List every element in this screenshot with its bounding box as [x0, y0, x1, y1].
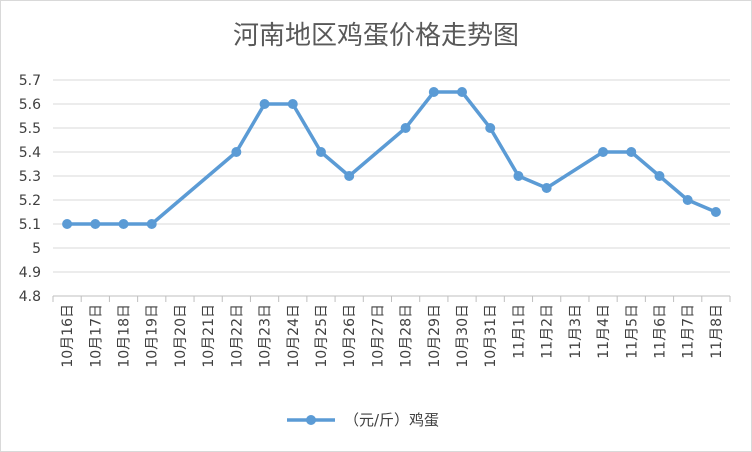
x-axis: 10月16日 10月17日 10月18日 10月19日 10月20日 10月21日 10月2…: [52, 296, 731, 368]
legend-series-label: （元/斤）鸡蛋: [344, 411, 439, 429]
y-tick-label: 5.1: [19, 217, 41, 233]
data-point: [146, 219, 157, 229]
x-tick-label: 10月21日: [201, 304, 217, 368]
x-tick-label: 10月26日: [342, 304, 358, 368]
x-tick-label: 10月19日: [145, 304, 161, 368]
x-tick-label: 10月24日: [286, 304, 302, 368]
data-point: [231, 147, 242, 157]
series-group: [62, 87, 721, 229]
data-point: [710, 207, 721, 217]
x-tick-label: 10月23日: [258, 304, 274, 368]
y-tick-label: 5: [32, 241, 41, 257]
data-point: [344, 171, 355, 181]
y-axis-ticks: 4.8 4.9 5 5.1 5.2 5.3 5.4 5.5 5.6 5.7: [19, 73, 41, 305]
y-tick-label: 5.3: [19, 169, 41, 185]
legend-series-marker: [306, 415, 316, 425]
data-point: [626, 147, 637, 157]
data-point: [428, 87, 439, 97]
y-tick-label: 5.6: [19, 97, 41, 113]
x-tick-label: 10月17日: [88, 304, 104, 368]
data-point: [315, 147, 326, 157]
data-point: [457, 87, 468, 97]
y-tick-label: 4.8: [19, 289, 41, 305]
legend: （元/斤）鸡蛋: [287, 411, 439, 429]
x-tick-label: 11月1日: [511, 304, 527, 359]
data-point: [598, 147, 609, 157]
data-point: [541, 183, 552, 193]
data-point: [259, 99, 270, 109]
x-tick-label: 10月16日: [60, 304, 76, 368]
y-tick-label: 5.4: [19, 145, 41, 161]
x-tick-label: 11月5日: [624, 304, 640, 359]
y-tick-label: 5.7: [19, 73, 41, 89]
x-tick-label: 10月29日: [427, 304, 443, 368]
data-point: [287, 99, 298, 109]
x-tick-label: 11月8日: [709, 304, 725, 359]
y-tick-label: 5.5: [19, 121, 41, 137]
x-tick-label: 11月3日: [568, 304, 584, 359]
y-tick-label: 4.9: [19, 265, 41, 281]
x-tick-label: 11月4日: [596, 304, 612, 359]
data-point: [654, 171, 665, 181]
series-line: [65, 90, 718, 226]
x-tick-label: 11月6日: [652, 304, 668, 359]
x-tick-label: 10月18日: [117, 304, 133, 368]
x-tick-label: 11月2日: [540, 304, 556, 359]
x-tick-label: 11月7日: [681, 304, 697, 359]
x-tick-label: 10月27日: [370, 304, 386, 368]
x-tick-label: 10月31日: [483, 304, 499, 368]
x-tick-label: 10月28日: [399, 304, 415, 368]
x-tick-label: 10月20日: [173, 304, 189, 368]
data-point: [485, 123, 496, 133]
x-tick-label: 10月25日: [314, 304, 330, 368]
data-point: [513, 171, 524, 181]
data-point: [90, 219, 101, 229]
data-point: [682, 195, 693, 205]
x-tick-label: 10月22日: [229, 304, 245, 368]
data-point: [62, 219, 73, 229]
data-point: [400, 123, 411, 133]
y-tick-label: 5.2: [19, 193, 41, 209]
x-tick-label: 10月30日: [455, 304, 471, 368]
chart-title: 河南地区鸡蛋价格走势图: [233, 21, 519, 51]
gridlines: [53, 79, 730, 297]
data-point: [118, 219, 129, 229]
